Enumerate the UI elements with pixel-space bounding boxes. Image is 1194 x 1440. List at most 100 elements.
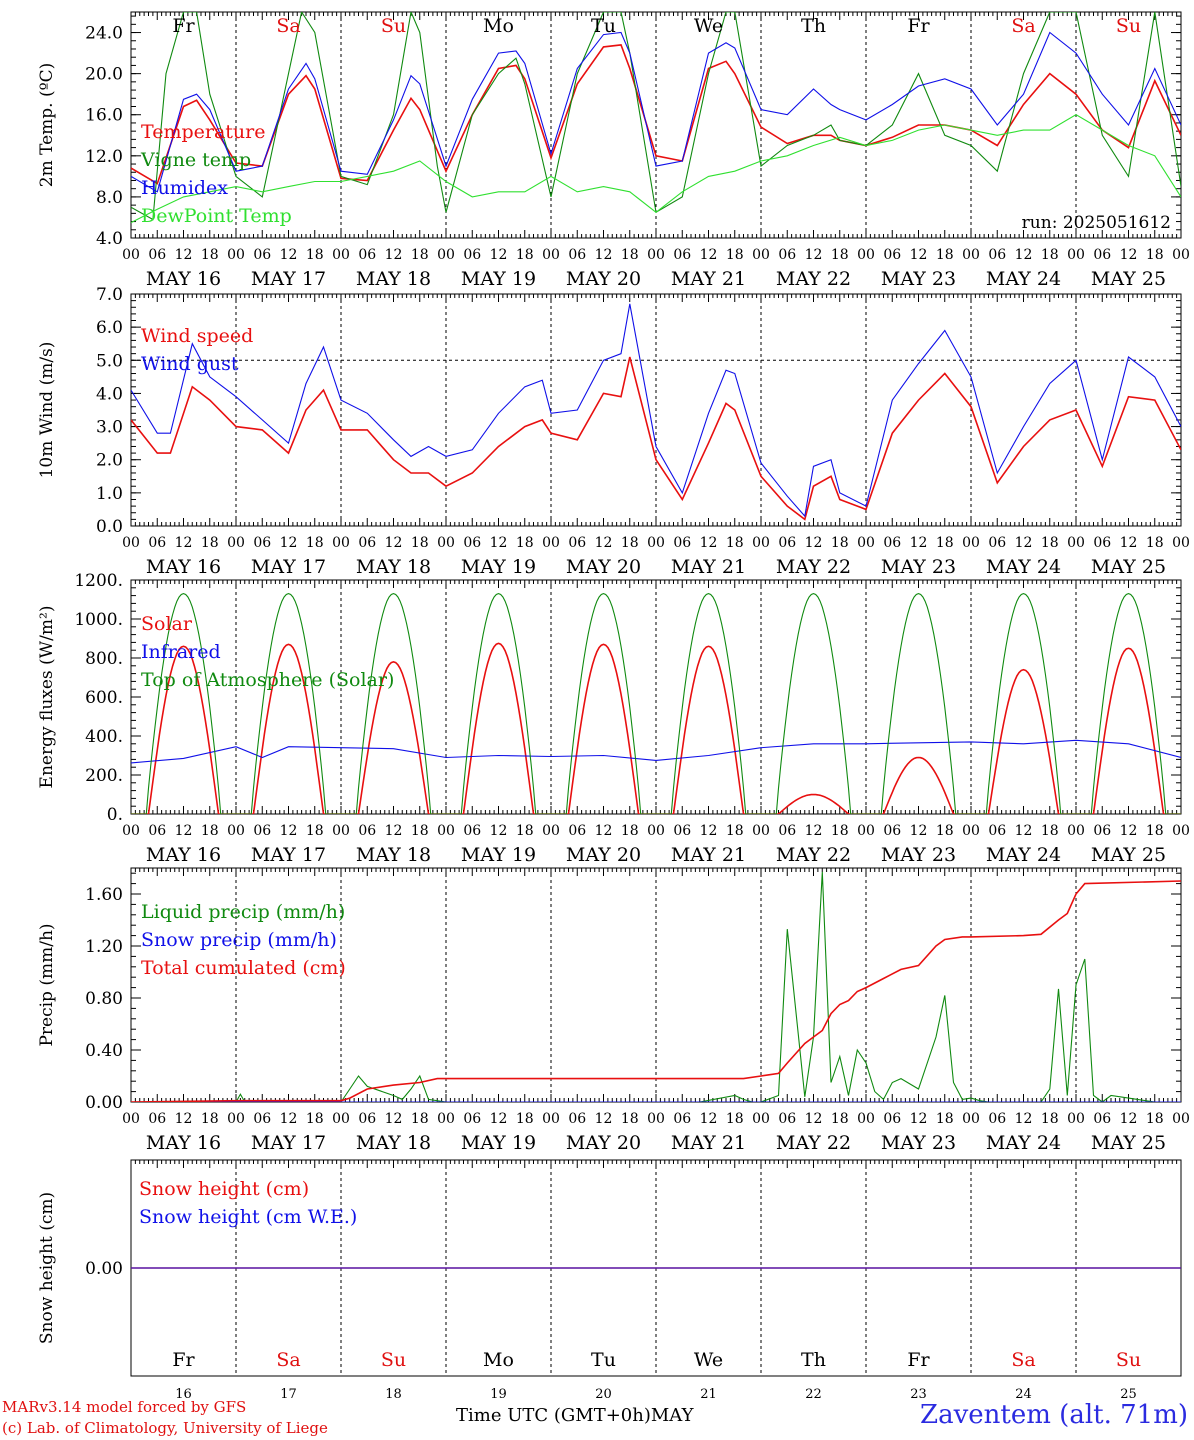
- hour-label: 12: [175, 1111, 193, 1127]
- hour-label: 00: [332, 823, 350, 839]
- series-line-1: [131, 12, 1181, 221]
- y-axis-label: Precip (mm/h): [37, 923, 57, 1046]
- hour-label: 18: [306, 535, 324, 551]
- hour-label: 12: [385, 823, 403, 839]
- panel-4: 0.00 0.40 0.80 1.20 1.60 Precip (mm/h) Liquid …: [37, 867, 1190, 1154]
- hour-label: 12: [805, 1111, 823, 1127]
- hour-label: 18: [936, 823, 954, 839]
- hour-label: 18: [1146, 1111, 1164, 1127]
- y-tick-label: 1.0: [96, 484, 123, 504]
- hour-label: 00: [227, 1111, 245, 1127]
- hour-label: 00: [752, 535, 770, 551]
- date-label: MAY 23: [881, 1132, 956, 1154]
- hour-label: 12: [1120, 823, 1138, 839]
- date-label: MAY 20: [566, 268, 641, 290]
- hour-label: 00: [227, 247, 245, 263]
- series-group: [131, 593, 1181, 814]
- series-line-2: [131, 593, 1181, 814]
- legend-entry-0: Temperature: [141, 121, 265, 143]
- x-axis-month: MAY: [650, 1405, 694, 1426]
- day-name: We: [694, 1349, 723, 1371]
- series-line-0: [131, 642, 1181, 814]
- hour-label: 06: [883, 1111, 901, 1127]
- y-tick-label: 1000.: [74, 610, 123, 630]
- hour-label: 12: [595, 247, 613, 263]
- hour-label: 00: [1172, 535, 1190, 551]
- hour-label: 18: [936, 535, 954, 551]
- panel-3: 0. 200. 400. 600. 800. 1000. 1200. Energy fluxe…: [37, 571, 1190, 866]
- hour-label: 12: [385, 535, 403, 551]
- hour-label: 06: [463, 247, 481, 263]
- hour-label: 00: [962, 1111, 980, 1127]
- hour-label: 12: [175, 823, 193, 839]
- hour-label: 12: [700, 1111, 718, 1127]
- y-tick-label: 0.00: [85, 1093, 123, 1113]
- hour-label: 00: [962, 247, 980, 263]
- date-label: MAY 20: [566, 844, 641, 866]
- y-tick-label: 600.: [85, 688, 123, 708]
- day-number: 19: [490, 1387, 507, 1402]
- hour-label: 12: [280, 1111, 298, 1127]
- hour-label: 00: [437, 1111, 455, 1127]
- hour-label: 06: [568, 535, 586, 551]
- hour-label: 12: [490, 535, 508, 551]
- day-number: 16: [175, 1387, 192, 1402]
- panel-5: 0.00 Snow height (cm) Snow height (cm) Snow…: [37, 1159, 1182, 1402]
- hour-label: 06: [988, 1111, 1006, 1127]
- day-name: Sa: [276, 1349, 300, 1371]
- lab-credit: (c) Lab. of Climatology, University of L…: [2, 1419, 328, 1437]
- hour-label: 18: [1041, 247, 1059, 263]
- y-tick-label: 12.0: [85, 147, 123, 167]
- y-axis-label: 2m Temp. (ºC): [37, 63, 57, 188]
- series-group: [131, 12, 1181, 224]
- hour-label: 00: [122, 535, 140, 551]
- day-number: 17: [280, 1387, 297, 1402]
- hour-label: 12: [910, 1111, 928, 1127]
- hour-label: 00: [752, 1111, 770, 1127]
- hour-label: 00: [752, 247, 770, 263]
- day-name: Tu: [591, 15, 616, 37]
- hour-label: 00: [227, 535, 245, 551]
- hour-label: 18: [516, 247, 534, 263]
- hour-label: 18: [201, 535, 219, 551]
- hour-label: 18: [516, 1111, 534, 1127]
- hour-label: 12: [805, 247, 823, 263]
- hour-label: 12: [1015, 247, 1033, 263]
- hour-label: 00: [542, 823, 560, 839]
- hour-label: 00: [752, 823, 770, 839]
- hour-label: 18: [936, 247, 954, 263]
- hour-label: 06: [778, 247, 796, 263]
- hour-label: 18: [726, 1111, 744, 1127]
- series-line-1: [131, 303, 1181, 518]
- day-number: 23: [910, 1387, 927, 1402]
- date-label: MAY 25: [1091, 268, 1166, 290]
- hour-label: 06: [148, 823, 166, 839]
- hour-label: 18: [411, 823, 429, 839]
- series-group: [131, 303, 1181, 521]
- date-label: MAY 24: [986, 1132, 1061, 1154]
- hour-label: 06: [568, 823, 586, 839]
- series-line-0: [131, 871, 1181, 1102]
- hour-label: 06: [148, 247, 166, 263]
- date-label: MAY 17: [251, 844, 326, 866]
- y-tick-label: 0.0: [96, 517, 123, 537]
- day-number: 18: [385, 1387, 402, 1402]
- hour-label: 12: [490, 1111, 508, 1127]
- y-tick-label: 200.: [85, 766, 123, 786]
- y-tick-label: 4.0: [96, 384, 123, 404]
- legend-entry-1: Infrared: [141, 641, 221, 663]
- hour-label: 12: [595, 823, 613, 839]
- y-tick-label: 6.0: [96, 318, 123, 338]
- legend-entry-0: Wind speed: [141, 325, 253, 347]
- y-tick-label: 7.0: [96, 285, 123, 305]
- hour-label: 12: [595, 535, 613, 551]
- date-label: MAY 19: [461, 556, 536, 578]
- series-line-1: [131, 739, 1181, 764]
- date-label: MAY 22: [776, 556, 851, 578]
- legend-entry-2: Total cumulated (cm): [141, 957, 346, 979]
- legend-entry-0: Snow height (cm): [139, 1178, 309, 1200]
- date-label: MAY 18: [356, 268, 431, 290]
- hour-label: 00: [857, 1111, 875, 1127]
- hour-label: 00: [647, 535, 665, 551]
